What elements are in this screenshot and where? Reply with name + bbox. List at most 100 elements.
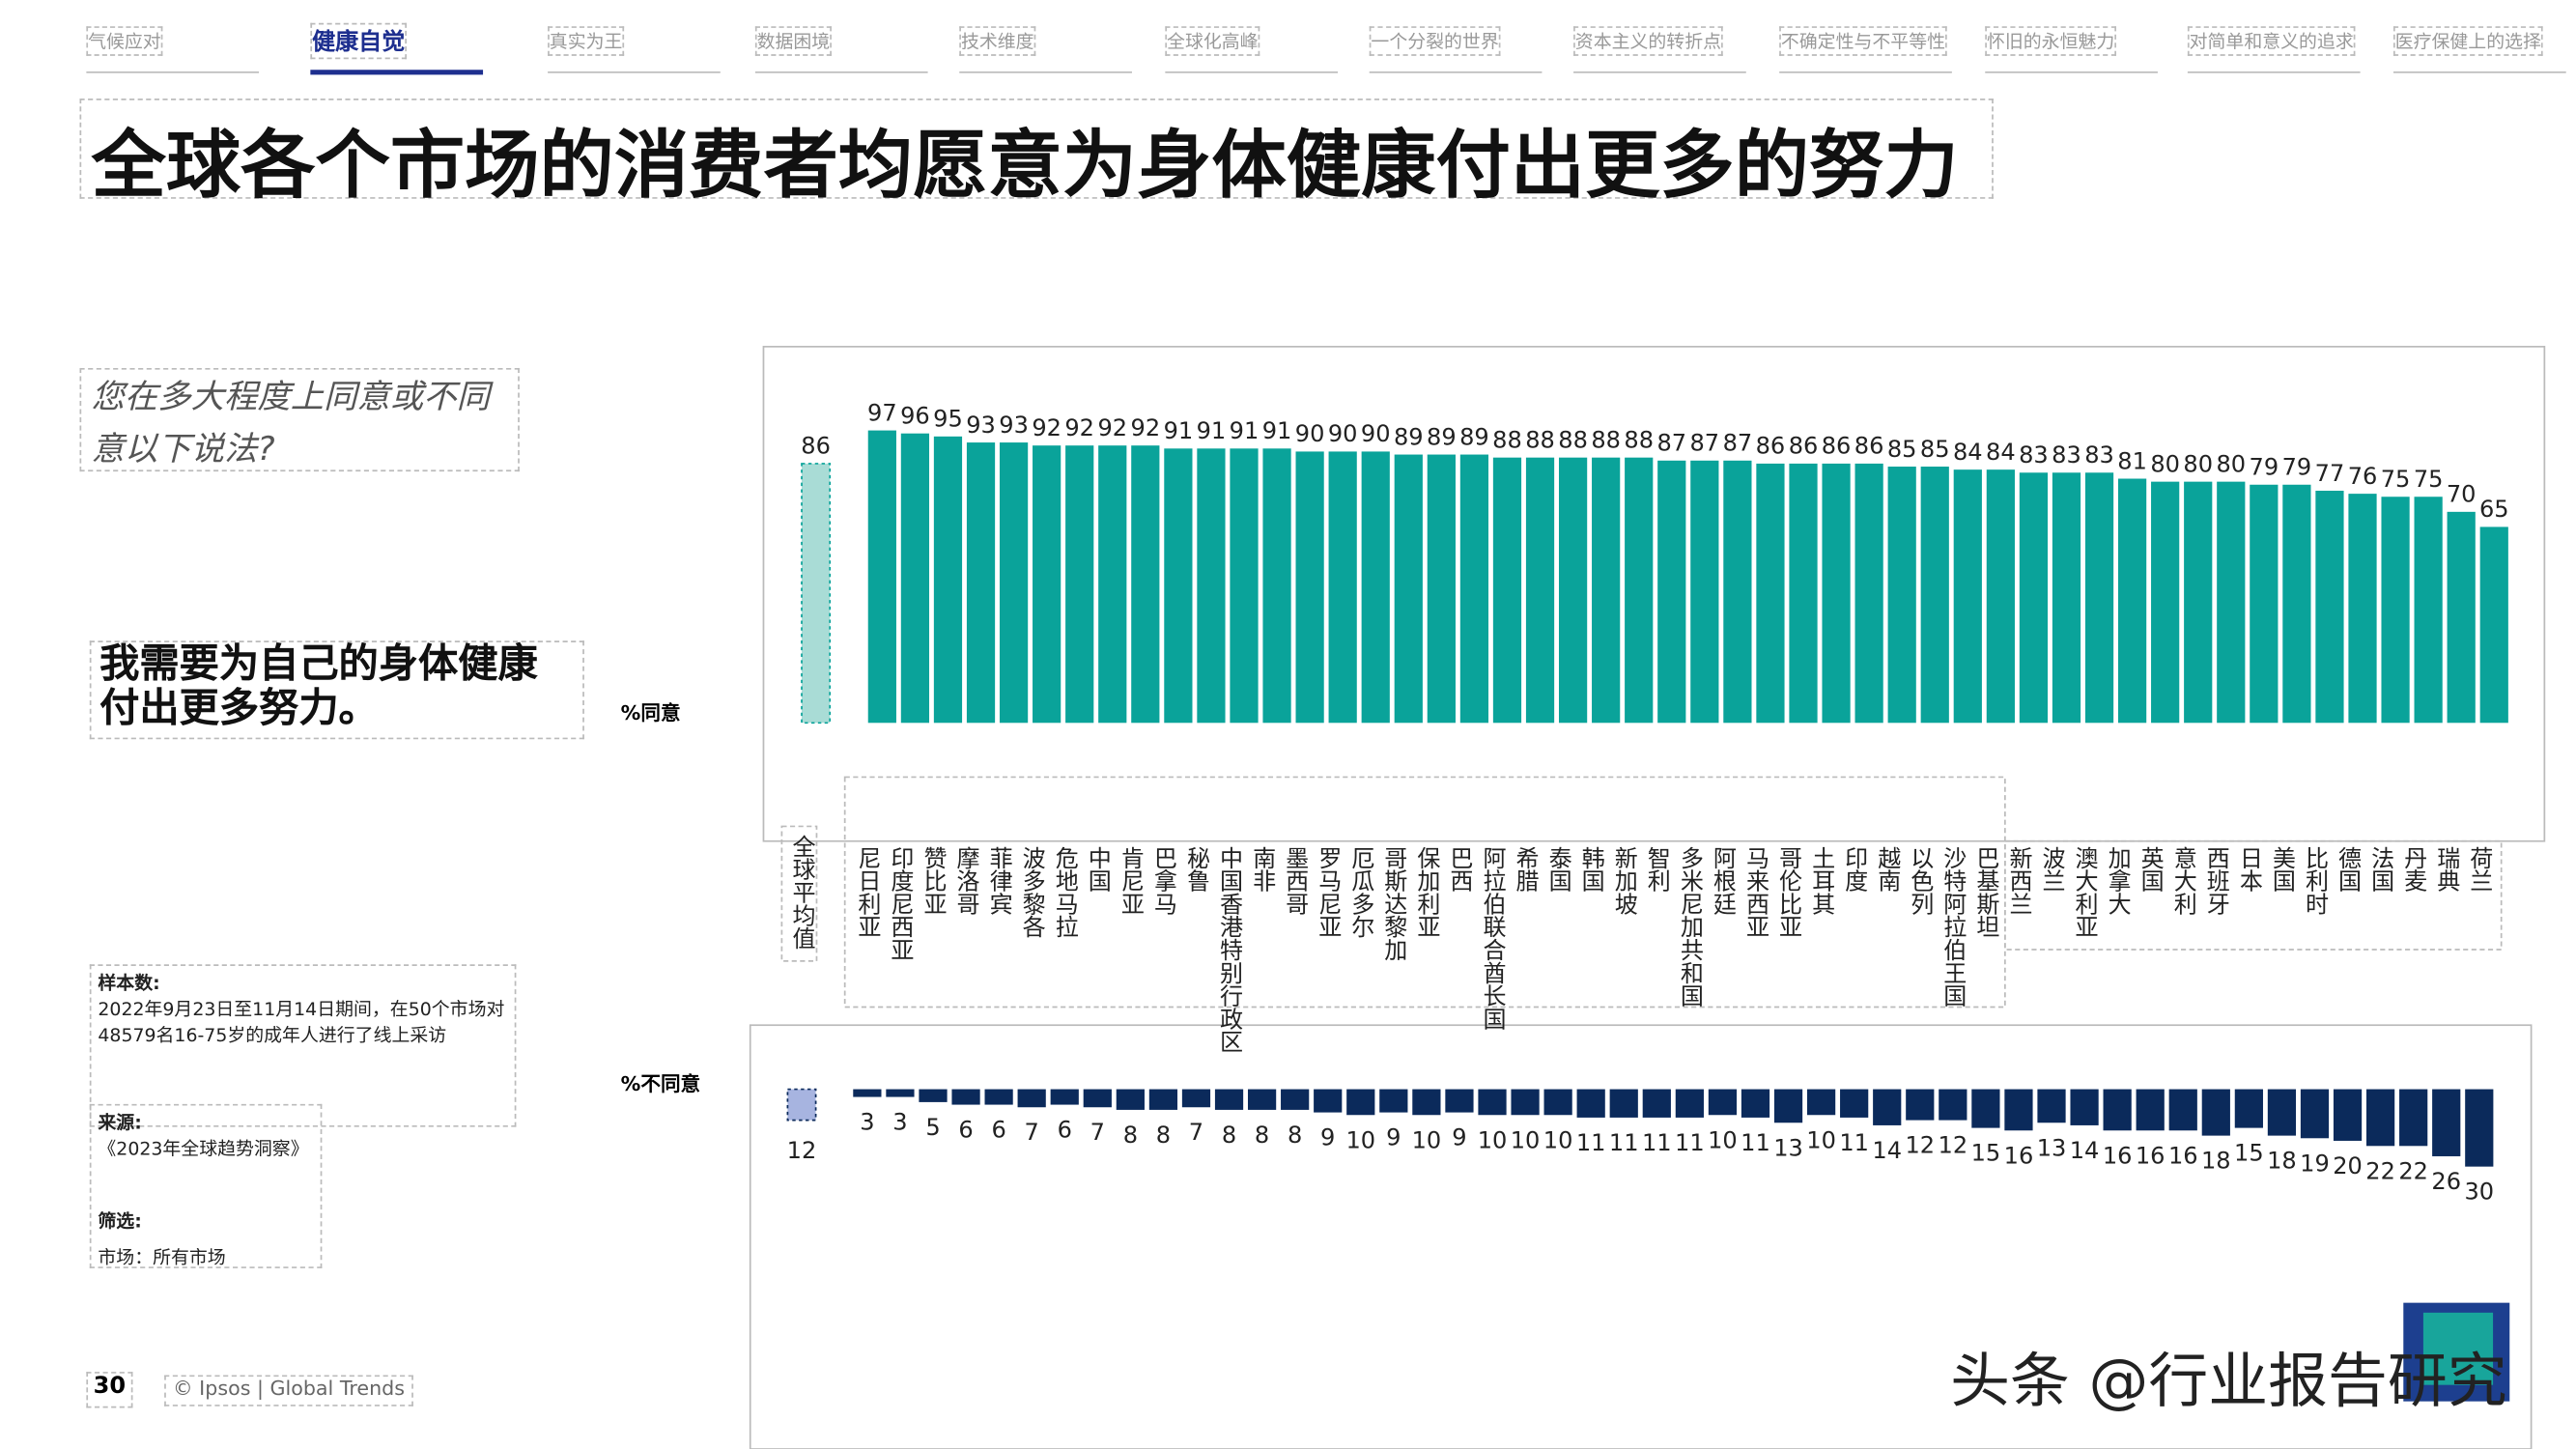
bar: [1773, 1089, 1803, 1123]
nav-tab[interactable]: 对简单和意义的追求: [2187, 26, 2356, 56]
value-label: 87: [1690, 430, 1720, 457]
nav-tab[interactable]: 医疗保健上的选择: [2392, 26, 2543, 56]
value-label: 79: [2282, 454, 2312, 481]
nav-tab[interactable]: 真实为王: [548, 26, 625, 56]
x-tick-label: 以色列: [1907, 846, 1934, 916]
x-tick-label: 阿根廷: [1709, 846, 1736, 916]
bar: [1281, 1089, 1310, 1110]
bar: [1986, 469, 2015, 724]
value-label: 11: [1576, 1129, 1606, 1156]
value-label: 88: [1492, 427, 1522, 454]
x-tick-label: 阿拉伯联合酋长国: [1479, 846, 1506, 1031]
value-label: 8: [1222, 1122, 1236, 1149]
x-tick-label: 巴西: [1446, 846, 1473, 893]
value-label: 9: [1386, 1124, 1401, 1151]
x-tick-label: 荷兰: [2466, 846, 2493, 893]
bar: [1445, 1089, 1474, 1113]
value-label: 88: [1624, 427, 1654, 454]
sample-text: 2022年9月23日至11月14日期间，在50个市场对48579名16-75岁的…: [98, 999, 505, 1047]
value-label: 16: [2004, 1142, 2034, 1169]
value-label: 16: [2168, 1142, 2198, 1169]
value-label: 87: [1723, 430, 1753, 457]
bar: [1083, 1089, 1112, 1108]
x-tick-label: 全球平均值: [788, 835, 815, 950]
value-label: 6: [991, 1117, 1005, 1144]
value-label: 20: [2333, 1152, 2363, 1179]
value-label: 10: [1708, 1126, 1738, 1153]
copyright: © Ipsos | Global Trends: [164, 1375, 413, 1406]
x-tick-label: 土耳其: [1808, 846, 1835, 916]
value-label: 92: [1097, 414, 1127, 441]
value-label: 14: [2070, 1137, 2100, 1164]
nav-tab[interactable]: 不确定性与不平等性: [1779, 26, 1947, 56]
x-tick-label: 意大利: [2169, 846, 2196, 916]
value-label: 11: [1741, 1129, 1770, 1156]
value-label: 22: [2398, 1157, 2428, 1184]
nav-tab[interactable]: 数据困境: [754, 26, 832, 56]
x-tick-label: 西班牙: [2202, 846, 2229, 916]
bar: [2348, 494, 2377, 724]
nav-tab[interactable]: 一个分裂的世界: [1369, 26, 1501, 56]
x-tick-label: 泰国: [1544, 846, 1571, 893]
bar: [2234, 1089, 2263, 1128]
x-tick-label: 墨西哥: [1282, 846, 1309, 916]
bar: [1723, 460, 1752, 724]
value-label: 9: [1452, 1124, 1466, 1151]
value-label: 9: [1320, 1124, 1335, 1151]
bar: [1592, 457, 1621, 724]
x-tick-label: 摩洛哥: [952, 846, 979, 916]
source-label: 来源:: [98, 1112, 142, 1134]
bar: [1050, 1089, 1079, 1105]
value-label: 30: [2464, 1179, 2494, 1206]
value-label: 85: [1920, 436, 1950, 463]
value-label: 14: [1872, 1137, 1902, 1164]
value-label: 75: [2414, 466, 2444, 493]
bar: [1756, 463, 1785, 724]
value-label: 7: [1025, 1119, 1039, 1146]
agree-frame: [762, 345, 2546, 842]
value-label: 89: [1394, 423, 1424, 450]
bar: [2315, 491, 2344, 724]
nav-tab[interactable]: 气候应对: [86, 26, 163, 56]
value-label: 10: [1543, 1126, 1573, 1153]
bar: [966, 442, 996, 724]
bar: [1840, 1089, 1869, 1118]
bar: [2084, 472, 2114, 724]
value-label: 11: [1839, 1129, 1869, 1156]
bar: [2267, 1089, 2297, 1136]
value-label: 10: [1806, 1126, 1836, 1153]
x-tick-label: 厄瓜多尔: [1347, 846, 1374, 938]
value-label: 6: [958, 1117, 973, 1144]
value-label: 83: [2052, 441, 2081, 469]
bar: [1806, 1089, 1836, 1116]
bar: [2447, 511, 2476, 724]
bar: [1576, 1089, 1605, 1118]
bar: [2070, 1089, 2099, 1125]
value-label: 3: [860, 1109, 874, 1136]
x-tick-label: 哥伦比亚: [1774, 846, 1801, 938]
bar: [2250, 484, 2279, 724]
value-label: 11: [1642, 1129, 1672, 1156]
bar: [1625, 457, 1654, 724]
value-label: 91: [1164, 417, 1194, 444]
nav-tab[interactable]: 健康自觉: [310, 22, 408, 60]
value-label: 80: [2216, 451, 2246, 478]
title-box: [79, 99, 1994, 199]
value-label: 8: [1156, 1122, 1171, 1149]
x-tick-label: 智利: [1643, 846, 1670, 893]
x-tick-label: 加拿大: [2104, 846, 2131, 916]
logo: [2403, 1302, 2510, 1402]
nav-tab[interactable]: 技术维度: [959, 26, 1036, 56]
bar: [853, 1089, 882, 1097]
nav-tab[interactable]: 全球化高峰: [1165, 26, 1260, 56]
x-tick-label: 多米尼加共和国: [1676, 846, 1703, 1008]
value-label: 93: [999, 412, 1029, 439]
bar: [1346, 1089, 1375, 1116]
nav-tab[interactable]: 资本主义的转折点: [1573, 26, 1723, 56]
bar: [1873, 1089, 1902, 1125]
nav-tab[interactable]: 怀旧的永恒魅力: [1985, 26, 2116, 56]
watermark: 头条 @行业报告研究: [1950, 1349, 2507, 1416]
value-label: 92: [1064, 414, 1094, 441]
